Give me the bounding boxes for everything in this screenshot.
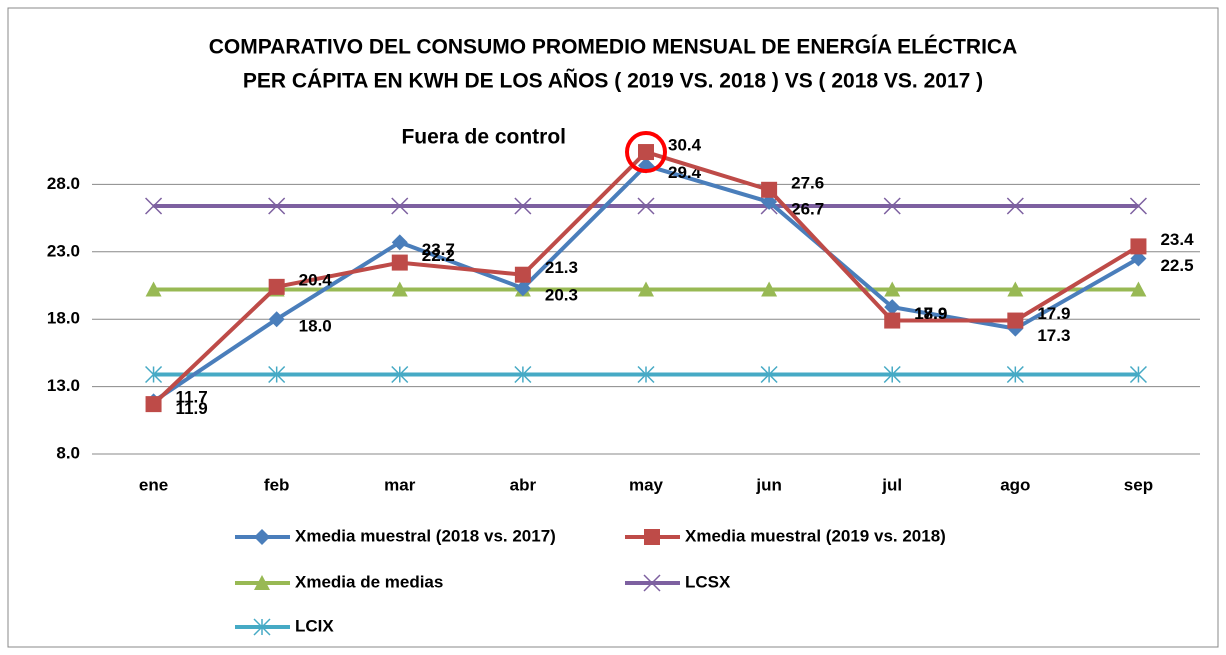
annotation-circle xyxy=(625,131,667,174)
marker xyxy=(268,311,285,328)
marker xyxy=(514,197,532,215)
legend-label: Xmedia de medias xyxy=(295,572,443,591)
data-label: 17.3 xyxy=(1037,326,1070,345)
legend-label: LCIX xyxy=(295,616,334,635)
marker xyxy=(761,281,778,297)
marker xyxy=(1007,281,1024,297)
y-tick-label: 8.0 xyxy=(56,443,80,462)
marker xyxy=(883,365,901,383)
legend-label: LCSX xyxy=(685,572,731,591)
marker xyxy=(1130,250,1147,267)
data-label: 18.0 xyxy=(299,317,332,336)
legend-label: Xmedia muestral (2019 vs. 2018) xyxy=(685,526,946,545)
marker xyxy=(883,197,901,215)
marker xyxy=(1129,197,1147,215)
marker xyxy=(1006,365,1024,383)
marker xyxy=(884,299,901,316)
legend-label: Xmedia muestral (2018 vs. 2017) xyxy=(295,526,556,545)
marker xyxy=(514,365,532,383)
legend-marker xyxy=(643,574,661,592)
marker xyxy=(391,365,409,383)
marker xyxy=(391,197,409,215)
marker xyxy=(514,280,531,297)
legend-marker xyxy=(254,575,270,590)
y-tick-label: 23.0 xyxy=(47,241,80,260)
marker xyxy=(145,197,163,215)
data-label: 23.7 xyxy=(422,240,455,259)
marker xyxy=(391,254,408,271)
marker xyxy=(638,281,654,297)
marker xyxy=(145,281,162,297)
y-tick-label: 18.0 xyxy=(47,309,80,328)
chart-title: COMPARATIVO DEL CONSUMO PROMEDIO MENSUAL… xyxy=(209,36,1018,59)
marker xyxy=(268,365,286,383)
data-label: 23.4 xyxy=(1160,230,1194,249)
marker xyxy=(268,197,286,215)
x-tick-label: mar xyxy=(384,475,416,494)
annotation: Fuera de control xyxy=(401,126,566,149)
x-tick-label: jul xyxy=(881,475,902,494)
legend-marker xyxy=(253,618,271,636)
marker xyxy=(637,365,655,383)
marker xyxy=(145,365,163,383)
marker xyxy=(1130,281,1147,297)
data-label: 21.3 xyxy=(545,258,578,277)
marker xyxy=(884,312,901,329)
marker xyxy=(1129,365,1147,383)
data-label: 17.9 xyxy=(1037,304,1070,323)
marker xyxy=(760,365,778,383)
chart-title: PER CÁPITA EN KWH DE LOS AÑOS ( 2019 VS.… xyxy=(243,70,983,93)
marker xyxy=(761,181,778,198)
data-label: 27.6 xyxy=(791,173,824,192)
data-label: 11.9 xyxy=(176,399,208,418)
data-label: 20.3 xyxy=(545,286,578,305)
x-tick-label: ago xyxy=(1000,475,1030,494)
marker xyxy=(514,266,531,283)
legend-marker xyxy=(254,529,270,545)
x-tick-label: abr xyxy=(510,475,537,494)
marker xyxy=(1007,312,1024,329)
data-label: 17.9 xyxy=(914,304,947,323)
data-label: 30.4 xyxy=(668,136,702,155)
data-label: 11.7 xyxy=(176,388,208,407)
y-tick-label: 13.0 xyxy=(47,376,80,395)
data-label: 20.4 xyxy=(299,270,333,289)
marker xyxy=(391,281,408,297)
marker xyxy=(637,197,655,215)
marker xyxy=(268,278,285,295)
y-tick-label: 28.0 xyxy=(47,174,80,193)
x-tick-label: jun xyxy=(755,475,782,494)
x-tick-label: may xyxy=(629,475,664,494)
x-tick-label: ene xyxy=(139,475,168,494)
marker xyxy=(391,234,408,251)
marker xyxy=(1006,197,1024,215)
marker xyxy=(638,144,654,161)
data-label: 26.7 xyxy=(791,199,824,218)
data-label: 22.2 xyxy=(422,246,455,265)
data-label: 22.5 xyxy=(1160,256,1193,275)
legend-marker xyxy=(644,529,660,545)
x-tick-label: feb xyxy=(264,475,290,494)
x-tick-label: sep xyxy=(1124,475,1153,494)
marker xyxy=(1130,238,1147,255)
marker xyxy=(884,281,901,297)
marker xyxy=(761,193,778,210)
marker xyxy=(145,396,162,413)
